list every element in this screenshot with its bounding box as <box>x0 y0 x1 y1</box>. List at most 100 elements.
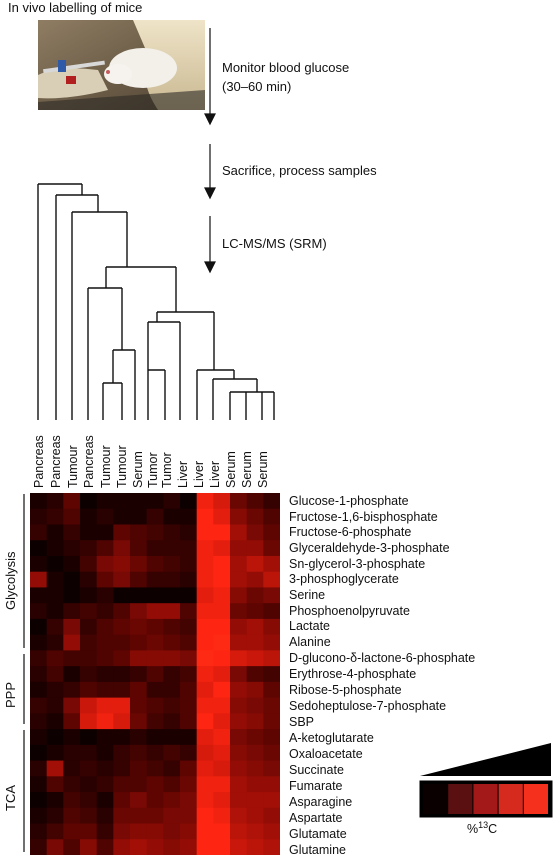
row-label: Erythrose-4-phosphate <box>289 667 417 681</box>
row-label: Asparagine <box>289 795 353 809</box>
heatmap-cell <box>80 697 98 714</box>
heatmap-cell <box>30 540 48 557</box>
heatmap-cell <box>230 603 248 620</box>
heatmap-cell <box>213 729 231 746</box>
heatmap-cell <box>80 807 98 824</box>
heatmap-cell <box>113 603 131 620</box>
heatmap-cell <box>196 744 214 761</box>
heatmap-cell <box>213 587 231 604</box>
heatmap-cell <box>230 555 248 573</box>
heatmap-cell <box>130 807 148 824</box>
heatmap-cell <box>163 839 181 855</box>
heatmap-cell <box>46 807 64 824</box>
heatmap-cell <box>130 650 148 667</box>
heatmap-cell <box>46 603 64 620</box>
heatmap-cell <box>196 760 214 777</box>
heatmap-cell <box>96 634 114 651</box>
heatmap-cell <box>230 697 248 714</box>
row-label: SBP <box>289 715 315 729</box>
heatmap-cell <box>196 792 214 809</box>
heatmap-cell <box>263 744 280 761</box>
heatmap-cell <box>63 697 81 714</box>
heatmap-cell <box>30 823 48 840</box>
heatmap-cell <box>263 603 280 620</box>
heatmap-cell <box>113 807 131 824</box>
heatmap-cell <box>30 713 48 730</box>
heatmap-cell <box>63 508 81 525</box>
heatmap-cell <box>96 571 114 588</box>
heatmap-cell <box>130 744 148 761</box>
heatmap-cell <box>63 555 81 573</box>
heatmap-cell <box>263 524 280 541</box>
heatmap-cell <box>180 807 198 824</box>
heatmap-cell <box>180 540 198 557</box>
heatmap-cell <box>246 776 264 793</box>
heatmap-cell <box>163 587 181 604</box>
heatmap-cell <box>63 744 81 761</box>
legend-swatch <box>473 784 498 814</box>
heatmap-cell <box>246 729 264 746</box>
heatmap-cell <box>180 681 198 699</box>
heatmap-cell <box>130 839 148 855</box>
heatmap-cell <box>46 729 64 746</box>
down-arrow-icon <box>204 144 216 200</box>
heatmap-cell <box>96 508 114 525</box>
heatmap-cell <box>196 729 214 746</box>
heatmap-cell <box>30 776 48 793</box>
heatmap-cell <box>113 634 131 651</box>
heatmap-cell <box>113 839 131 855</box>
heatmap-cell <box>196 666 214 683</box>
row-label: Sedoheptulose-7-phosphate <box>289 699 447 713</box>
heatmap-cell <box>196 587 214 604</box>
column-label: Serum <box>224 451 238 488</box>
heatmap-cell <box>196 524 214 541</box>
heatmap-cell <box>96 729 114 746</box>
row-label: Glutamine <box>289 843 346 857</box>
dendrogram-tree <box>37 183 275 420</box>
heatmap-cell <box>180 508 198 525</box>
heatmap-cell <box>146 650 164 667</box>
heatmap-cell <box>213 618 231 636</box>
heatmap-cell <box>80 713 98 730</box>
heatmap-cell <box>163 681 181 699</box>
heatmap-cell <box>63 618 81 636</box>
heatmap-cell <box>30 493 48 510</box>
heatmap-cell <box>46 493 64 510</box>
heatmap-cell <box>80 681 98 699</box>
heatmap-cell <box>246 839 264 855</box>
row-label: Oxaloacetate <box>289 747 363 761</box>
heatmap-cell <box>246 792 264 809</box>
heatmap-cell <box>246 697 264 714</box>
heatmap-cell <box>180 524 198 541</box>
heatmap-cell <box>163 650 181 667</box>
heatmap-cell <box>163 666 181 683</box>
heatmap-cell <box>246 666 264 683</box>
heatmap-cell <box>80 571 98 588</box>
heatmap-cell <box>146 744 164 761</box>
heatmap-cell <box>46 634 64 651</box>
heatmap-cell <box>163 792 181 809</box>
row-label: Serine <box>289 588 326 602</box>
heatmap-cell <box>30 807 48 824</box>
heatmap-cell <box>113 650 131 667</box>
heatmap-cell <box>213 760 231 777</box>
heatmap-cell <box>63 823 81 840</box>
column-label: Serum <box>240 451 254 488</box>
step-lc-ms: LC-MS/MS (SRM) <box>222 236 327 251</box>
heatmap-cell <box>246 603 264 620</box>
column-label: Tumour <box>115 445 129 488</box>
heatmap-cell <box>80 776 98 793</box>
heatmap-cell <box>130 524 148 541</box>
heatmap-cell <box>230 508 248 525</box>
heatmap-cell <box>263 508 280 525</box>
heatmap-cell <box>63 792 81 809</box>
heatmap-cell <box>113 792 131 809</box>
heatmap-cell <box>196 681 214 699</box>
row-label: Succinate <box>289 763 344 777</box>
heatmap-cell <box>263 681 280 699</box>
heatmap-cell <box>46 681 64 699</box>
heatmap-cell <box>130 555 148 573</box>
heatmap-cell <box>46 587 64 604</box>
heatmap-cell <box>180 666 198 683</box>
heatmap-cell <box>230 650 248 667</box>
